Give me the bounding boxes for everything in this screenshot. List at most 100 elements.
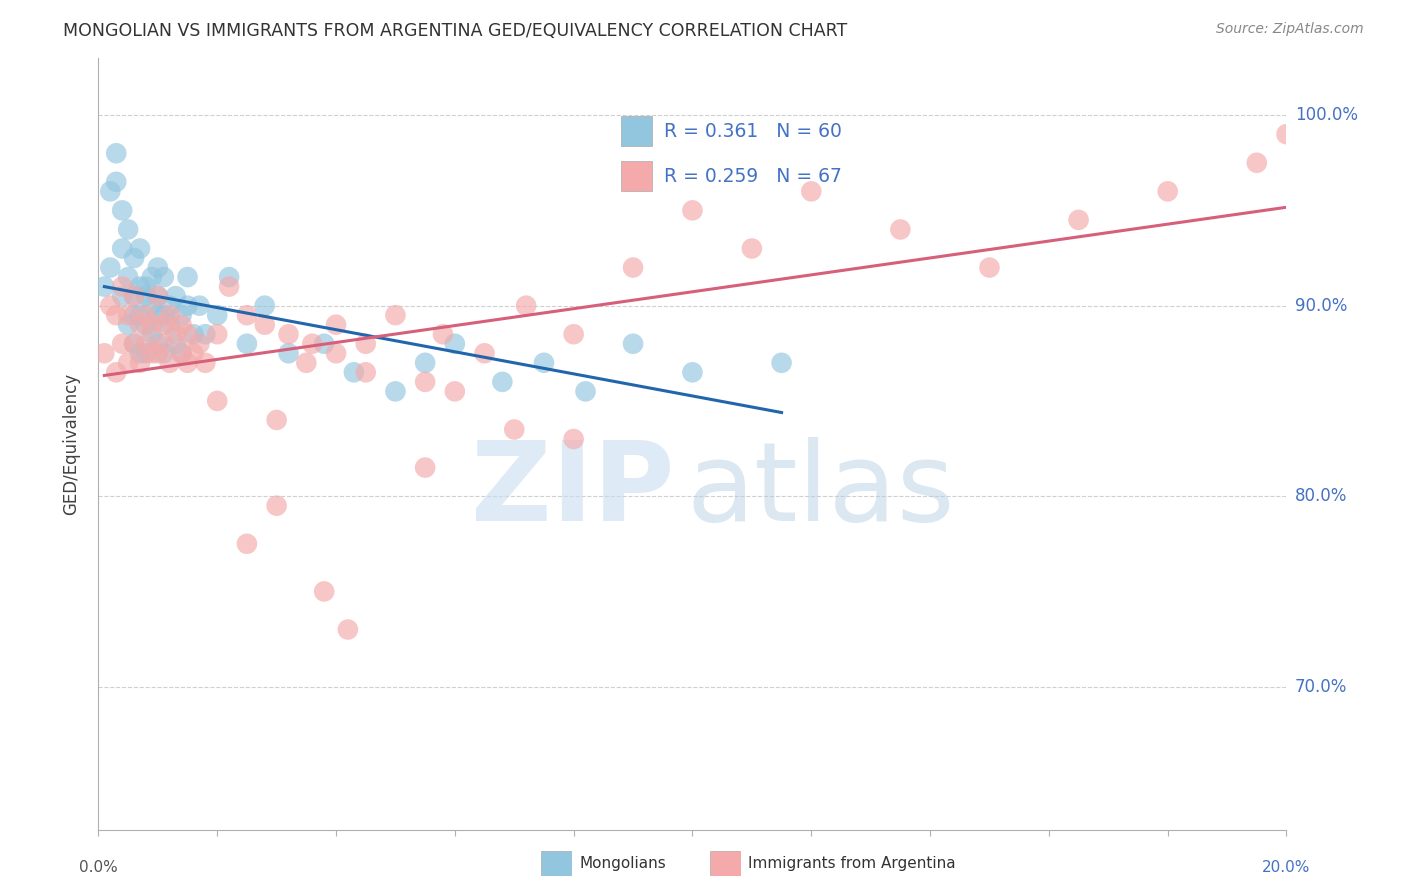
Point	[135, 336, 157, 351]
Point	[533, 356, 555, 370]
Point	[170, 308, 193, 322]
Point	[301, 336, 323, 351]
Point	[343, 365, 366, 379]
Point	[146, 289, 169, 303]
Point	[122, 336, 145, 351]
Point	[800, 185, 823, 199]
Point	[325, 346, 347, 360]
Point	[205, 308, 228, 322]
Point	[111, 203, 134, 218]
Point	[135, 346, 157, 360]
Point	[146, 289, 169, 303]
Point	[515, 299, 537, 313]
Point	[165, 336, 187, 351]
Point	[253, 318, 276, 332]
Point	[413, 375, 436, 389]
Point	[122, 336, 145, 351]
Point	[159, 308, 181, 322]
Point	[295, 356, 318, 370]
Point	[503, 422, 526, 436]
Point	[111, 336, 134, 351]
Point	[122, 289, 145, 303]
Point	[111, 279, 134, 293]
Point	[236, 308, 259, 322]
Point	[1275, 127, 1298, 141]
Point	[218, 279, 240, 293]
Point	[413, 460, 436, 475]
Point	[443, 384, 465, 399]
Point	[170, 346, 193, 360]
Text: ZIP: ZIP	[471, 436, 675, 543]
Point	[354, 336, 377, 351]
Point	[129, 356, 152, 370]
Point	[432, 327, 454, 342]
Point	[194, 327, 217, 342]
Point	[183, 327, 205, 342]
Point	[979, 260, 1001, 275]
Point	[562, 327, 585, 342]
Point	[122, 308, 145, 322]
Point	[98, 299, 121, 313]
Text: atlas: atlas	[686, 436, 955, 543]
Point	[170, 346, 193, 360]
Point	[277, 327, 299, 342]
Point	[354, 365, 377, 379]
Point	[117, 356, 139, 370]
Point	[146, 346, 169, 360]
Point	[141, 299, 163, 313]
Point	[122, 251, 145, 265]
Point	[170, 318, 193, 332]
Point	[117, 308, 139, 322]
Point	[1067, 213, 1090, 227]
Point	[1246, 155, 1268, 169]
Point	[117, 318, 139, 332]
Point	[681, 203, 703, 218]
Point	[129, 346, 152, 360]
Point	[146, 260, 169, 275]
Point	[141, 270, 163, 285]
Point	[253, 299, 276, 313]
Text: 70.0%: 70.0%	[1295, 678, 1347, 696]
Point	[122, 289, 145, 303]
Text: Immigrants from Argentina: Immigrants from Argentina	[748, 856, 956, 871]
Text: MONGOLIAN VS IMMIGRANTS FROM ARGENTINA GED/EQUIVALENCY CORRELATION CHART: MONGOLIAN VS IMMIGRANTS FROM ARGENTINA G…	[63, 22, 848, 40]
Point	[236, 537, 259, 551]
Point	[562, 432, 585, 446]
Point	[159, 318, 181, 332]
Point	[93, 279, 115, 293]
Point	[135, 308, 157, 322]
Point	[165, 327, 187, 342]
Point	[413, 356, 436, 370]
Point	[129, 308, 152, 322]
Bar	[621, 161, 652, 191]
Point	[183, 346, 205, 360]
Point	[889, 222, 911, 236]
Point	[314, 584, 336, 599]
Point	[159, 299, 181, 313]
Bar	[621, 116, 652, 146]
Point	[770, 356, 793, 370]
Point	[491, 375, 513, 389]
Point	[146, 336, 169, 351]
Text: 20.0%: 20.0%	[1263, 860, 1310, 875]
Point	[1156, 185, 1178, 199]
Point	[176, 327, 198, 342]
Point	[205, 327, 228, 342]
Point	[105, 175, 128, 189]
Text: 100.0%: 100.0%	[1295, 106, 1358, 124]
Text: 80.0%: 80.0%	[1295, 487, 1347, 505]
Point	[98, 260, 121, 275]
Point	[384, 384, 406, 399]
Text: 90.0%: 90.0%	[1295, 297, 1347, 315]
Point	[266, 413, 288, 427]
Point	[176, 356, 198, 370]
Point	[111, 289, 134, 303]
Point	[621, 260, 644, 275]
Point	[152, 308, 174, 322]
Point	[111, 242, 134, 256]
Point	[205, 393, 228, 408]
Point	[574, 384, 596, 399]
Text: Mongolians: Mongolians	[579, 856, 666, 871]
Text: 0.0%: 0.0%	[79, 860, 118, 875]
Point	[188, 299, 211, 313]
